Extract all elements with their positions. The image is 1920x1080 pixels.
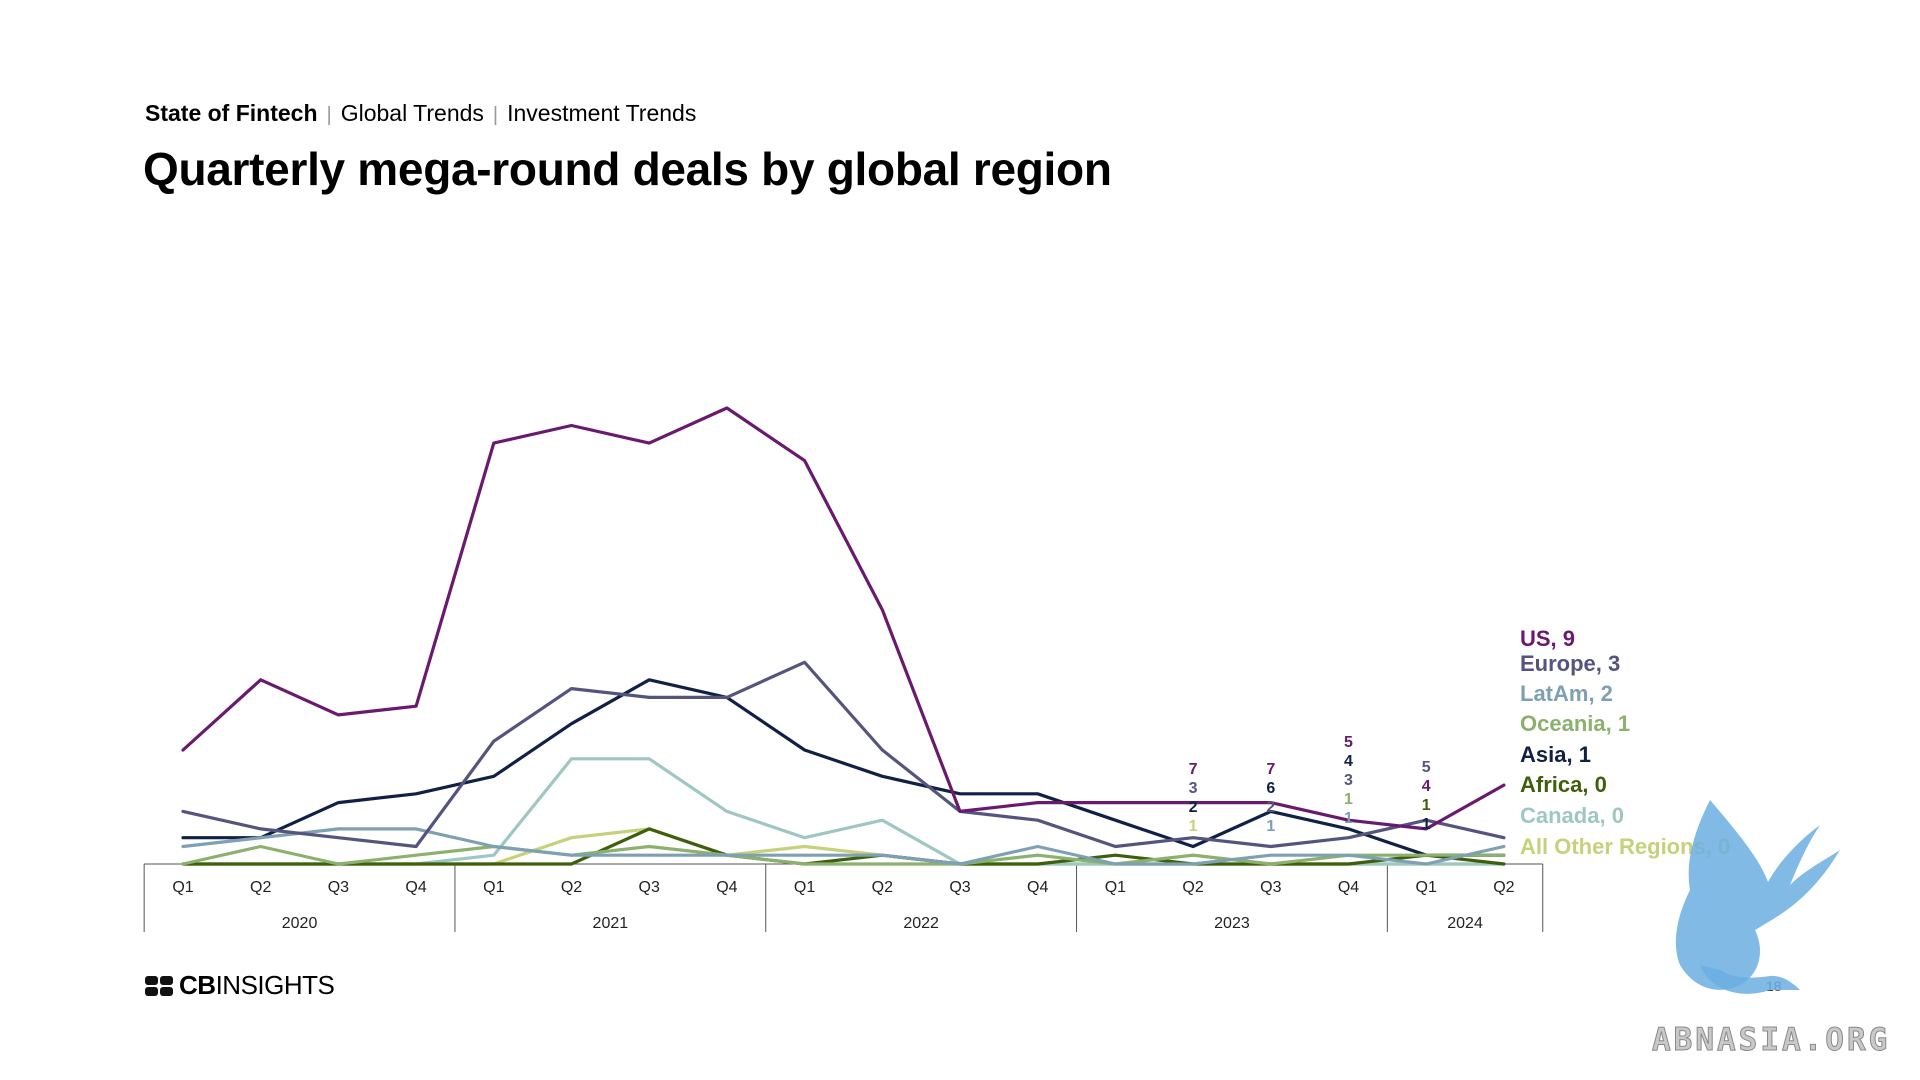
breadcrumb-separator: | xyxy=(326,104,332,126)
data-label: 1 xyxy=(1422,797,1431,814)
x-tick-label: Q1 xyxy=(1416,879,1437,896)
x-tick-label: Q2 xyxy=(250,879,271,896)
x-tick-label: Q3 xyxy=(949,879,970,896)
data-label: 4 xyxy=(1422,778,1431,795)
x-tick-label: Q3 xyxy=(1260,879,1281,896)
data-label: 5 xyxy=(1344,734,1353,751)
x-tick-label: Q2 xyxy=(1493,879,1514,896)
data-label: 2 xyxy=(1189,799,1198,816)
data-label: 4 xyxy=(1344,753,1353,770)
data-label: 3 xyxy=(1344,772,1353,789)
x-tick-label: Q4 xyxy=(1027,879,1048,896)
data-label: 1 xyxy=(1189,818,1198,835)
x-year-label: 2020 xyxy=(282,915,318,932)
x-tick-label: Q2 xyxy=(1182,879,1203,896)
data-label: 1 xyxy=(1422,816,1431,833)
breadcrumb-item-section[interactable]: State of Fintech xyxy=(145,100,318,126)
x-year-label: 2022 xyxy=(903,915,939,932)
x-tick-label: Q4 xyxy=(405,879,426,896)
series-line-europe xyxy=(181,660,1506,849)
x-tick-label: Q1 xyxy=(1105,879,1126,896)
griffin-watermark-icon xyxy=(1675,800,1840,994)
data-label: 2 xyxy=(1266,799,1275,816)
legend-label-oceania: Oceania, 1 xyxy=(1520,711,1630,736)
data-label: 3 xyxy=(1189,780,1198,797)
x-tick-label: Q3 xyxy=(639,879,660,896)
legend-label-us: US, 9 xyxy=(1520,626,1575,651)
x-year-label: 2023 xyxy=(1214,915,1250,932)
x-tick-label: Q1 xyxy=(483,879,504,896)
series-line-latam xyxy=(181,827,1506,866)
legend-label-africa: Africa, 0 xyxy=(1520,772,1607,797)
x-year-label: 2021 xyxy=(593,915,629,932)
legend-label-asia: Asia, 1 xyxy=(1520,742,1591,767)
data-label: 7 xyxy=(1266,761,1275,778)
series-line-us xyxy=(181,406,1506,831)
data-label: 1 xyxy=(1344,810,1353,827)
logo-text-bold: CB xyxy=(179,970,216,1000)
x-tick-label: Q1 xyxy=(794,879,815,896)
page-title: Quarterly mega-round deals by global reg… xyxy=(143,143,1112,195)
legend-label-latam: LatAm, 2 xyxy=(1520,681,1613,706)
breadcrumb-item-page[interactable]: Investment Trends xyxy=(507,100,697,126)
x-tick-label: Q3 xyxy=(328,879,349,896)
data-label: 7 xyxy=(1189,761,1198,778)
x-tick-label: Q2 xyxy=(872,879,893,896)
breadcrumb-separator: | xyxy=(492,104,499,126)
x-tick-label: Q4 xyxy=(716,879,737,896)
x-tick-label: Q4 xyxy=(1338,879,1359,896)
data-label: 1 xyxy=(1266,818,1275,835)
x-year-label: 2024 xyxy=(1447,915,1483,932)
logo-text-regular: INSIGHTS xyxy=(215,970,335,1000)
breadcrumb: State of Fintech | Global Trends | Investmen… xyxy=(145,100,696,127)
cb-insights-logo-icon xyxy=(145,975,173,996)
data-label: 6 xyxy=(1266,780,1275,797)
series-line-asia xyxy=(181,678,1506,857)
breadcrumb-item-category[interactable]: Global Trends xyxy=(340,100,484,126)
legend-label-europe: Europe, 3 xyxy=(1520,651,1620,676)
x-tick-label: Q1 xyxy=(172,879,193,896)
watermark-text: ABNASIA.ORG xyxy=(1651,1022,1891,1059)
data-label: 1 xyxy=(1344,791,1353,808)
cb-insights-logo: CBINSIGHTS xyxy=(145,970,335,1001)
x-tick-label: Q2 xyxy=(561,879,582,896)
series-line-oceania xyxy=(181,844,1506,866)
legend-label-canada: Canada, 0 xyxy=(1520,803,1624,828)
data-label: 5 xyxy=(1422,759,1431,776)
